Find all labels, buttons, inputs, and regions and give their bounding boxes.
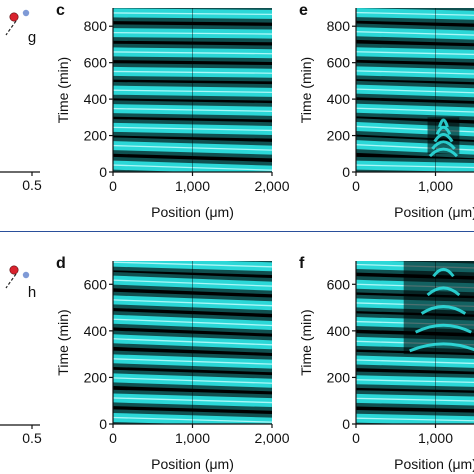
dashed-trend-line	[5, 20, 17, 36]
y-tick-label: 200	[84, 369, 108, 385]
panel-label: f	[299, 255, 305, 272]
defect-arc	[420, 305, 467, 315]
y-tick-label: 600	[84, 276, 108, 292]
data-point	[22, 9, 30, 17]
x-tick-label: 0	[109, 430, 117, 446]
y-tick-label: 600	[327, 55, 351, 71]
panel-divider	[0, 231, 474, 232]
y-tick-label: 400	[327, 91, 351, 107]
defect-arc	[426, 286, 461, 297]
y-tick-label: 600	[84, 55, 108, 71]
x-tick-label: 2,000	[254, 430, 289, 446]
x-tick-label: 1,000	[175, 178, 210, 194]
x-tick-label: 1,000	[175, 430, 210, 446]
y-axis-label: Time (min)	[298, 57, 314, 123]
x-axis-label: Position (μm)	[394, 456, 474, 472]
x-tick-label: 1,000	[418, 178, 453, 194]
panel-label: c	[56, 2, 65, 19]
panel-label: d	[56, 255, 66, 272]
defect-arc	[432, 267, 455, 278]
defect-arc	[414, 323, 472, 334]
x-tick-label: 2,000	[254, 178, 289, 194]
defect-arc	[435, 125, 452, 135]
phase-defect-region	[403, 261, 474, 355]
x-axis-label: Position (μm)	[151, 204, 234, 220]
x-tick-label: 1,000	[418, 430, 453, 446]
kymograph-f	[356, 261, 474, 424]
y-tick-label: 0	[99, 164, 107, 180]
y-tick-label: 600	[327, 276, 351, 292]
point-annotation: g	[28, 29, 36, 46]
defect-arc	[409, 342, 474, 353]
y-axis-label: Time (min)	[55, 309, 71, 375]
x-axis-label: Position (μm)	[151, 456, 234, 472]
y-tick-label: 200	[327, 128, 351, 144]
y-tick-label: 400	[327, 323, 351, 339]
y-tick-label: 200	[84, 128, 108, 144]
kymograph-e	[356, 8, 474, 172]
dashed-trend-line	[5, 273, 17, 289]
y-tick-label: 0	[99, 416, 107, 432]
y-tick-label: 400	[84, 91, 108, 107]
y-tick-label: 0	[342, 416, 350, 432]
defect-arc	[433, 133, 454, 143]
y-tick-label: 800	[84, 18, 108, 34]
defect-arc	[428, 147, 459, 158]
x-tick-label: 0	[352, 178, 360, 194]
kymograph-c	[113, 8, 272, 172]
y-axis-label: Time (min)	[55, 57, 71, 123]
x-tick-label: 0	[109, 178, 117, 194]
phase-defect-region	[427, 117, 460, 158]
point-annotation: h	[28, 284, 36, 301]
defect-arc	[438, 118, 449, 128]
x-axis-label: Position (μm)	[394, 204, 474, 220]
kymograph-d	[113, 261, 272, 424]
y-tick-label: 200	[327, 369, 351, 385]
x-tick-label: 0.5	[22, 177, 42, 193]
data-point	[9, 265, 19, 275]
x-tick-label: 0.5	[22, 430, 42, 446]
data-point	[9, 12, 19, 22]
y-axis-label: Time (min)	[298, 309, 314, 375]
x-tick-label: 0	[352, 430, 360, 446]
y-tick-label: 0	[342, 164, 350, 180]
y-tick-label: 400	[84, 323, 108, 339]
y-tick-label: 800	[327, 18, 351, 34]
panel-label: e	[299, 2, 308, 19]
data-point	[22, 271, 30, 279]
defect-arc	[431, 140, 456, 150]
